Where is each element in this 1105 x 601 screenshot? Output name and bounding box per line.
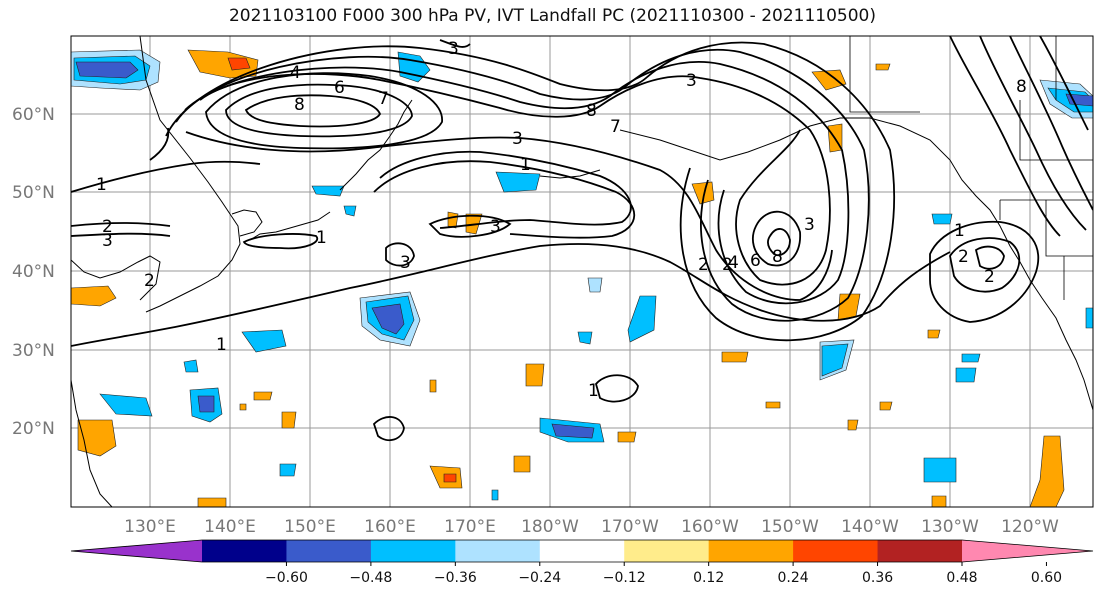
colorbar-tick-label: 0.12: [693, 570, 724, 586]
lon-label: 170°W: [601, 517, 659, 537]
colorbar-tick-label: 0.48: [946, 570, 977, 586]
colorbar-extend-low: [71, 540, 202, 562]
contour-label: 3: [686, 71, 697, 91]
contour-label: 2: [722, 255, 733, 275]
contour-label-group: 4 6 8 7 3 3 1 3 2 3 1 1 2 2 3 1 3 8 7 2 …: [96, 39, 1027, 401]
lon-label: 130°W: [921, 517, 979, 537]
colorbar-segment: [286, 540, 372, 562]
lon-label: 180°W: [521, 517, 579, 537]
map-frame: [70, 35, 1094, 508]
lat-label: 20°N: [12, 419, 55, 439]
contour-label: 3: [400, 253, 411, 273]
coastlines: [71, 36, 1093, 507]
lon-label: 150°E: [284, 517, 336, 537]
colorbar-tick-label: −0.12: [603, 570, 646, 586]
contour-label: 1: [588, 381, 599, 401]
contour-label: 2: [144, 271, 155, 291]
contour-label: 8: [772, 247, 783, 267]
colorbar-tick-label: 0.60: [1031, 570, 1062, 586]
colorbar-outline: [70, 539, 1094, 563]
contour-label: 3: [490, 217, 501, 237]
colorbar-tick-label: 0.36: [862, 570, 893, 586]
latitude-labels: 60°N 50°N 40°N 30°N 20°N: [12, 105, 55, 439]
contour-label: 7: [610, 117, 621, 137]
colorbar-tick-label: −0.36: [434, 570, 477, 586]
colorbar: −0.60 −0.48 −0.36 −0.24 −0.12 0.12 0.24 0.36 0.4…: [70, 539, 1094, 586]
contour-label: 6: [750, 251, 761, 271]
contour-label: 4: [728, 253, 739, 273]
contour-label: 7: [378, 89, 389, 109]
contour-label: 4: [290, 63, 301, 83]
lon-label: 140°W: [841, 517, 899, 537]
lat-label: 30°N: [12, 341, 55, 361]
contour-label: 6: [334, 78, 345, 98]
colorbar-tick-label: −0.24: [518, 570, 561, 586]
lon-label: 120°W: [1001, 517, 1059, 537]
lon-label: 130°E: [124, 517, 176, 537]
colorbar-segment: [877, 540, 963, 562]
contour-label: 3: [512, 129, 523, 149]
ivt-contours: [71, 36, 1093, 442]
lon-label: 140°E: [204, 517, 256, 537]
colorbar-segment: [202, 540, 287, 562]
contour-label: 1: [954, 221, 965, 241]
lon-label: 160°W: [681, 517, 739, 537]
contour-label: 8: [1016, 77, 1027, 97]
lon-label: 160°E: [364, 517, 416, 537]
contour-label: 1: [316, 228, 327, 248]
colorbar-segment: [708, 540, 794, 562]
contour-label: 1: [216, 335, 227, 355]
figure-title: 2021103100 F000 300 hPa PV, IVT Landfall…: [228, 6, 876, 26]
colorbar-tick-label: 0.24: [778, 570, 809, 586]
contour-label: 2: [102, 217, 113, 237]
colorbar-segment: [793, 540, 879, 562]
colorbar-segment: [455, 540, 541, 562]
pv-shading: [71, 49, 1093, 507]
colorbar-segment: [624, 540, 710, 562]
contour-label: 2: [984, 267, 995, 287]
colorbar-tick-label: −0.48: [349, 570, 392, 586]
contour-label: 1: [520, 155, 531, 175]
colorbar-extend-high: [962, 540, 1093, 562]
colorbar-segment: [370, 540, 456, 562]
lat-label: 40°N: [12, 262, 55, 282]
contour-label: 2: [698, 255, 709, 275]
lon-label: 170°E: [444, 517, 496, 537]
colorbar-tick-label: −0.60: [265, 570, 308, 586]
contour-label: 3: [804, 215, 815, 235]
contour-label: 2: [958, 247, 969, 267]
contour-label: 1: [96, 175, 107, 195]
contour-label: 8: [586, 101, 597, 121]
longitude-labels: 130°E 140°E 150°E 160°E 170°E 180°W 170°…: [124, 517, 1059, 537]
contour-label: 3: [448, 39, 459, 59]
contour-label: 8: [294, 95, 305, 115]
colorbar-segment: [539, 540, 625, 562]
lat-label: 50°N: [12, 183, 55, 203]
lat-label: 60°N: [12, 105, 55, 125]
contour-label: 3: [102, 231, 113, 251]
lon-label: 150°W: [761, 517, 819, 537]
